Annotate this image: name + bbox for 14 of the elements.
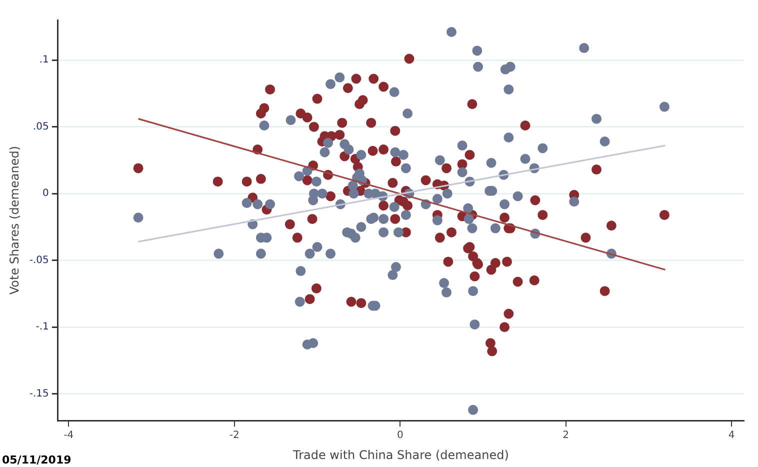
text: 05/11/2019: [2, 453, 72, 466]
x-axis-title: Trade with China Share (demeaned): [292, 448, 509, 462]
y-tick-label: .1: [39, 54, 49, 66]
x-tick-label: 4: [728, 430, 735, 442]
x-tick-label: -4: [64, 430, 74, 442]
y-tick-label: -.05: [29, 254, 49, 266]
x-tick-label: 0: [396, 430, 404, 442]
y-tick-label: -.1: [36, 322, 49, 333]
y-tick-label: -.15: [29, 388, 49, 400]
y-tick-label: 0: [42, 188, 49, 200]
y-axis-title: Vote Shares (demeaned): [7, 146, 22, 295]
x-tick-label: 2: [562, 430, 570, 442]
x-tick-label: -2: [229, 430, 240, 442]
y-tick-label: .05: [33, 121, 49, 132]
